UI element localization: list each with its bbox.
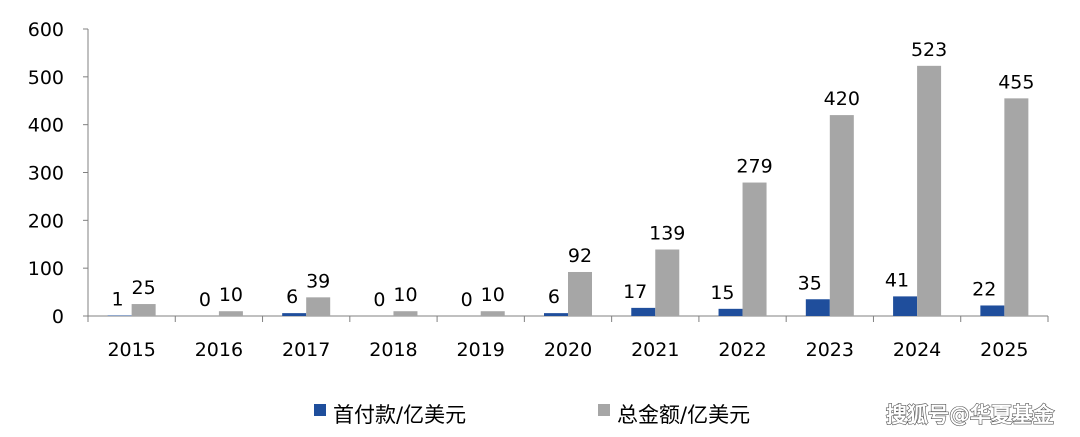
bar-total-amount xyxy=(829,115,854,316)
bar-first-payment xyxy=(631,307,656,316)
bar-first-payment xyxy=(282,313,307,316)
data-labels: 1 25 0 10 6 39 0 10 0 10 6 92 17 139 15 279 35 420 41 523 22… xyxy=(112,39,1035,311)
data-label-first-payment: 0 xyxy=(199,289,211,311)
bar-total-amount xyxy=(131,304,156,316)
bar-total-amount xyxy=(1004,98,1029,316)
legend-swatch-first-payment xyxy=(314,404,326,416)
bar-first-payment xyxy=(805,299,830,316)
legend: 首付款/亿美元 总金额/亿美元 xyxy=(314,403,750,427)
data-label-first-payment: 6 xyxy=(286,286,298,308)
data-label-first-payment: 0 xyxy=(461,289,473,311)
data-label-total-amount: 39 xyxy=(306,270,330,292)
x-tick-label: 2024 xyxy=(893,339,941,361)
data-label-total-amount: 10 xyxy=(219,284,243,306)
x-tick-label: 2020 xyxy=(544,339,592,361)
data-label-total-amount: 420 xyxy=(824,88,860,110)
x-tick-label: 2025 xyxy=(980,339,1028,361)
bar-first-payment xyxy=(718,308,743,316)
bar-total-amount xyxy=(742,182,767,316)
legend-swatch-total-amount xyxy=(598,404,610,416)
y-tick-label: 600 xyxy=(28,19,64,41)
data-label-total-amount: 139 xyxy=(649,223,685,245)
x-tick-label: 2021 xyxy=(631,339,679,361)
x-tick-label: 2018 xyxy=(369,339,417,361)
y-tick-label: 200 xyxy=(28,210,64,232)
data-label-first-payment: 6 xyxy=(548,286,560,308)
bar-total-amount xyxy=(393,311,418,316)
data-label-total-amount: 523 xyxy=(911,39,947,61)
data-label-total-amount: 279 xyxy=(736,156,772,178)
bar-total-amount xyxy=(218,311,243,316)
bar-first-payment xyxy=(980,305,1005,316)
data-label-first-payment: 1 xyxy=(112,289,124,311)
x-tick-label: 2015 xyxy=(107,339,155,361)
bar-first-payment xyxy=(544,313,568,316)
bar-total-amount xyxy=(568,271,592,316)
data-label-total-amount: 25 xyxy=(132,277,156,299)
y-tick-label: 100 xyxy=(28,258,64,280)
x-tick-label: 2016 xyxy=(195,339,243,361)
data-label-first-payment: 41 xyxy=(885,269,909,291)
data-label-total-amount: 10 xyxy=(481,284,505,306)
data-label-total-amount: 92 xyxy=(568,245,592,267)
x-tick-label: 2017 xyxy=(282,339,330,361)
data-label-total-amount: 10 xyxy=(393,284,417,306)
data-label-total-amount: 455 xyxy=(998,71,1034,93)
bar-first-payment xyxy=(893,296,918,316)
data-label-first-payment: 35 xyxy=(798,272,822,294)
data-label-first-payment: 17 xyxy=(623,281,647,303)
bar-total-amount xyxy=(917,65,942,316)
legend-label-first-payment: 首付款/亿美元 xyxy=(333,403,466,427)
bars xyxy=(107,65,1029,316)
y-axis: 0 100 200 300 400 500 600 xyxy=(28,19,89,328)
y-tick-label: 500 xyxy=(28,67,64,89)
bar-total-amount xyxy=(655,249,680,316)
bar-total-amount xyxy=(306,297,331,316)
watermark-text: 搜狐号@华夏基金 xyxy=(886,403,1055,427)
data-label-first-payment: 22 xyxy=(972,278,996,300)
x-tick-label: 2019 xyxy=(457,339,505,361)
y-tick-label: 400 xyxy=(28,115,64,137)
bar-total-amount xyxy=(480,311,505,316)
y-tick-label: 0 xyxy=(52,306,64,328)
x-tick-label: 2022 xyxy=(718,339,766,361)
legend-label-total-amount: 总金额/亿美元 xyxy=(617,403,750,427)
y-tick-label: 300 xyxy=(28,163,64,185)
data-label-first-payment: 0 xyxy=(373,289,385,311)
x-tick-label: 2023 xyxy=(806,339,854,361)
x-axis: 2015 2016 2017 2018 2019 2020 2021 2022 2023 2024… xyxy=(87,315,1049,361)
data-label-first-payment: 15 xyxy=(710,282,734,304)
